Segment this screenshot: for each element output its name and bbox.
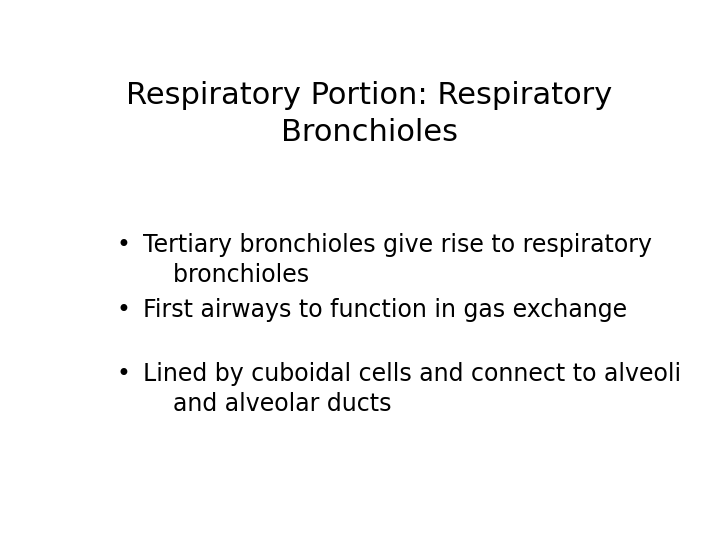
Text: Respiratory Portion: Respiratory
Bronchioles: Respiratory Portion: Respiratory Bronchi…	[126, 82, 612, 147]
Text: Tertiary bronchioles give rise to respiratory
    bronchioles: Tertiary bronchioles give rise to respir…	[143, 233, 652, 287]
Text: First airways to function in gas exchange: First airways to function in gas exchang…	[143, 298, 627, 322]
Text: •: •	[117, 362, 130, 386]
Text: Lined by cuboidal cells and connect to alveoli
    and alveolar ducts: Lined by cuboidal cells and connect to a…	[143, 362, 681, 416]
Text: •: •	[117, 233, 130, 257]
Text: •: •	[117, 298, 130, 322]
